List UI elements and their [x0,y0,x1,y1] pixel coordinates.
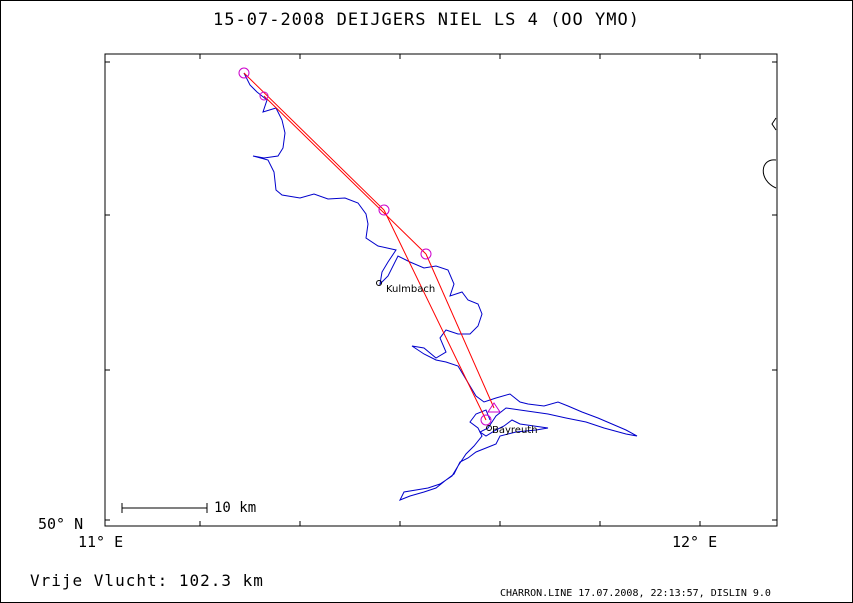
map-title: 15-07-2008 DEIJGERS NIEL LS 4 (OO YMO) [213,10,640,30]
border-fragment [762,159,777,189]
turnpoint-1 [259,91,269,101]
turnpoints [238,67,501,426]
turnpoint-4 [480,414,492,426]
scale-bar-label: 10 km [214,500,257,516]
turnpoint-start [238,67,250,79]
longitude-left-label: 11° E [78,533,124,551]
footer-credit: CHARRON.LINE 17.07.2008, 22:13:57, DISLI… [500,588,771,599]
map-ticks [105,54,777,526]
border-fragment-2 [771,117,777,131]
map-plot-box [104,53,778,527]
flight-track [243,72,638,501]
turnpoint-3 [420,248,432,260]
bayreuth-marker [486,425,492,431]
free-flight-distance: Vrije Vlucht: 102.3 km [30,571,264,590]
place-bayreuth: Bayreuth [492,425,538,436]
place-kulmbach: Kulmbach [386,284,435,295]
finish-marker [487,402,501,413]
longitude-right-label: 12° E [672,533,718,551]
kulmbach-marker [376,280,382,286]
latitude-label: 50° N [38,515,84,533]
task-lines [243,72,495,421]
scale-bar [121,503,208,513]
turnpoint-2 [378,204,390,216]
